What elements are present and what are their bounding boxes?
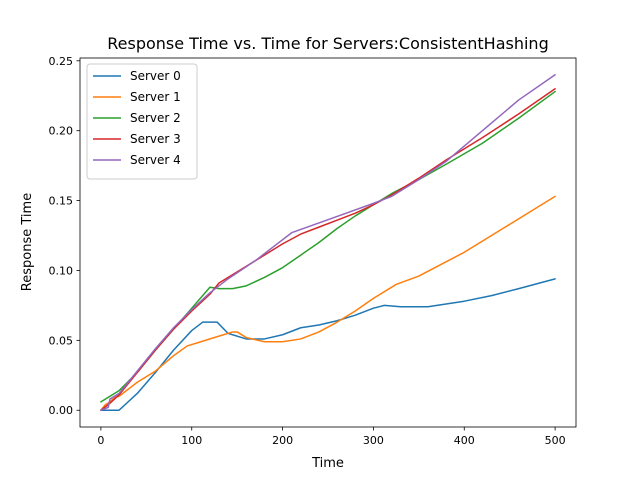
- series-line-1: [100, 195, 556, 411]
- y-axis-label: Response Time: [20, 193, 35, 291]
- legend-box: [86, 63, 198, 180]
- plot-area: 0 100 200 300 400 500 0.00 0.05 0.10 0.15 0.20 0.25: [49, 55, 577, 447]
- y-tick-label: 0.00: [49, 404, 74, 417]
- y-tick-label: 0.05: [49, 334, 74, 347]
- y-tick-label: 0.10: [49, 264, 74, 277]
- legend-label-0: Server 0: [130, 69, 181, 83]
- x-tick-label: 0: [97, 434, 104, 447]
- x-tick-label: 100: [181, 434, 202, 447]
- axes-frame: [79, 57, 577, 428]
- x-tick-label: 300: [363, 434, 384, 447]
- x-axis-label: Time: [311, 456, 344, 471]
- x-tick-label: 400: [454, 434, 475, 447]
- series-line-3: [100, 88, 556, 411]
- legend-label-1: Server 1: [130, 90, 181, 104]
- x-tick-label: 200: [272, 434, 293, 447]
- y-tick-label: 0.15: [49, 195, 74, 208]
- legend-label-2: Server 2: [130, 111, 181, 125]
- y-tick-label: 0.20: [49, 125, 74, 138]
- series-line-0: [100, 278, 556, 411]
- series-line-4: [100, 74, 556, 411]
- x-tick-label: 500: [545, 434, 566, 447]
- y-tick-label: 0.25: [49, 55, 74, 68]
- legend-label-4: Server 4: [130, 153, 181, 167]
- chart-title: Response Time vs. Time for Servers:Consi…: [107, 34, 548, 53]
- legend-label-3: Server 3: [130, 132, 181, 146]
- legend: Server 0 Server 1 Server 2 Server 3 Server 4: [86, 63, 198, 180]
